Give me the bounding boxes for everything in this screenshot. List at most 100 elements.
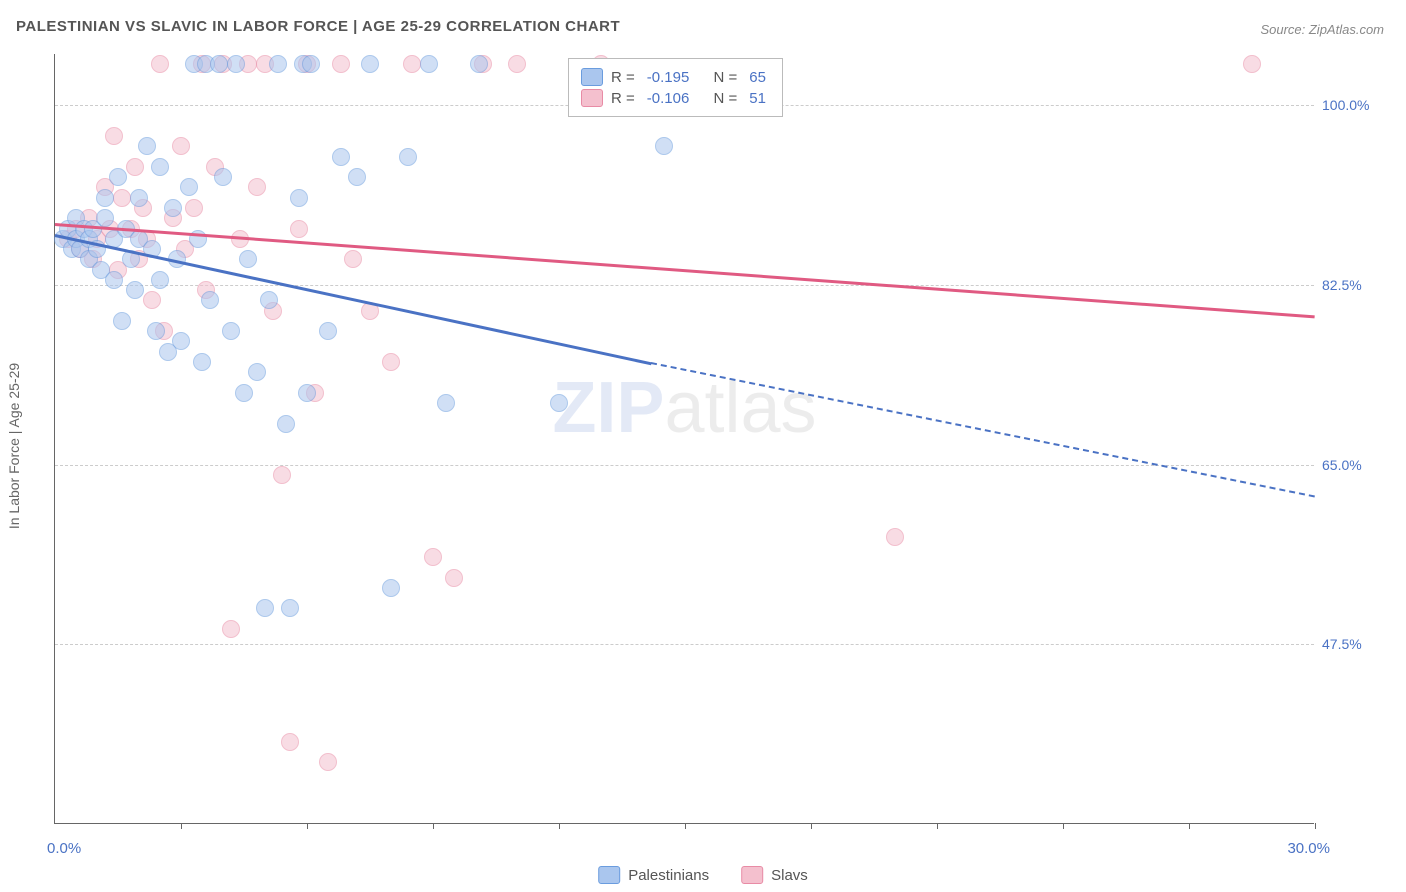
stats-box: R = -0.195 N = 65 R = -0.106 N = 51: [568, 58, 783, 117]
legend-label-slavs: Slavs: [771, 867, 808, 884]
scatter-point-palestinians: [201, 291, 219, 309]
palestinians-r-value: -0.195: [647, 69, 690, 86]
scatter-point-palestinians: [260, 291, 278, 309]
scatter-point-slavs: [143, 291, 161, 309]
x-tick: [811, 823, 812, 829]
scatter-point-palestinians: [437, 394, 455, 412]
scatter-point-slavs: [445, 569, 463, 587]
scatter-point-palestinians: [164, 199, 182, 217]
scatter-point-palestinians: [113, 312, 131, 330]
y-tick-label: 65.0%: [1322, 457, 1402, 473]
stats-row-slavs: R = -0.106 N = 51: [581, 89, 770, 107]
legend-label-palestinians: Palestinians: [628, 867, 709, 884]
stats-row-palestinians: R = -0.195 N = 65: [581, 68, 770, 86]
scatter-point-palestinians: [96, 189, 114, 207]
y-tick-label: 100.0%: [1322, 97, 1402, 113]
scatter-point-slavs: [105, 127, 123, 145]
x-tick: [1189, 823, 1190, 829]
scatter-point-palestinians: [290, 189, 308, 207]
scatter-point-palestinians: [382, 579, 400, 597]
legend: Palestinians Slavs: [598, 866, 808, 884]
scatter-point-palestinians: [227, 55, 245, 73]
n-equals-label: N =: [713, 69, 737, 86]
chart-container: PALESTINIAN VS SLAVIC IN LABOR FORCE | A…: [0, 0, 1406, 892]
scatter-point-slavs: [113, 189, 131, 207]
plot-area: ZIPatlas 0.0% 30.0% 47.5%65.0%82.5%100.0…: [54, 54, 1314, 824]
x-tick: [181, 823, 182, 829]
scatter-point-slavs: [281, 733, 299, 751]
scatter-point-slavs: [151, 55, 169, 73]
x-tick: [685, 823, 686, 829]
scatter-point-palestinians: [193, 353, 211, 371]
scatter-point-palestinians: [399, 148, 417, 166]
scatter-point-slavs: [382, 353, 400, 371]
legend-item-palestinians: Palestinians: [598, 866, 709, 884]
watermark: ZIPatlas: [552, 367, 816, 449]
scatter-point-palestinians: [420, 55, 438, 73]
scatter-point-palestinians: [180, 178, 198, 196]
scatter-point-slavs: [248, 178, 266, 196]
scatter-point-palestinians: [222, 322, 240, 340]
scatter-point-palestinians: [151, 271, 169, 289]
swatch-palestinians-icon: [581, 68, 603, 86]
scatter-point-slavs: [185, 199, 203, 217]
scatter-point-palestinians: [105, 271, 123, 289]
scatter-point-palestinians: [332, 148, 350, 166]
trend-line-slavs: [55, 223, 1315, 318]
scatter-point-palestinians: [470, 55, 488, 73]
scatter-point-palestinians: [214, 168, 232, 186]
slavs-r-value: -0.106: [647, 90, 690, 107]
scatter-point-palestinians: [550, 394, 568, 412]
y-tick-label: 82.5%: [1322, 277, 1402, 293]
palestinians-n-value: 65: [749, 69, 766, 86]
scatter-point-palestinians: [348, 168, 366, 186]
scatter-point-palestinians: [130, 189, 148, 207]
scatter-point-palestinians: [239, 250, 257, 268]
slavs-n-value: 51: [749, 90, 766, 107]
gridline: [55, 285, 1314, 286]
chart-title: PALESTINIAN VS SLAVIC IN LABOR FORCE | A…: [16, 18, 620, 35]
scatter-point-palestinians: [109, 168, 127, 186]
x-tick: [1063, 823, 1064, 829]
x-tick: [433, 823, 434, 829]
scatter-point-palestinians: [126, 281, 144, 299]
x-tick: [307, 823, 308, 829]
swatch-slavs-icon: [581, 89, 603, 107]
scatter-point-palestinians: [277, 415, 295, 433]
scatter-point-slavs: [344, 250, 362, 268]
scatter-point-palestinians: [96, 209, 114, 227]
scatter-point-slavs: [508, 55, 526, 73]
trend-line-palestinians-ext: [651, 362, 1315, 497]
source-label: Source: ZipAtlas.com: [1260, 22, 1384, 37]
swatch-palestinians-icon: [598, 866, 620, 884]
scatter-point-slavs: [172, 137, 190, 155]
r-equals-label: R =: [611, 90, 635, 107]
scatter-point-slavs: [1243, 55, 1261, 73]
scatter-point-slavs: [886, 528, 904, 546]
x-tick: [937, 823, 938, 829]
watermark-zip: ZIP: [552, 368, 664, 448]
x-axis-max-label: 30.0%: [1287, 840, 1330, 857]
scatter-point-palestinians: [151, 158, 169, 176]
scatter-point-slavs: [273, 466, 291, 484]
scatter-point-slavs: [332, 55, 350, 73]
scatter-point-slavs: [126, 158, 144, 176]
scatter-point-palestinians: [172, 332, 190, 350]
swatch-slavs-icon: [741, 866, 763, 884]
scatter-point-palestinians: [210, 55, 228, 73]
r-equals-label: R =: [611, 69, 635, 86]
scatter-point-palestinians: [269, 55, 287, 73]
scatter-point-palestinians: [655, 137, 673, 155]
x-axis-min-label: 0.0%: [47, 840, 81, 857]
scatter-point-palestinians: [147, 322, 165, 340]
gridline: [55, 465, 1314, 466]
scatter-point-slavs: [290, 220, 308, 238]
x-tick: [559, 823, 560, 829]
scatter-point-palestinians: [298, 384, 316, 402]
scatter-point-palestinians: [248, 363, 266, 381]
y-tick-label: 47.5%: [1322, 636, 1402, 652]
scatter-point-palestinians: [256, 599, 274, 617]
scatter-point-palestinians: [361, 55, 379, 73]
scatter-point-palestinians: [319, 322, 337, 340]
scatter-point-slavs: [222, 620, 240, 638]
